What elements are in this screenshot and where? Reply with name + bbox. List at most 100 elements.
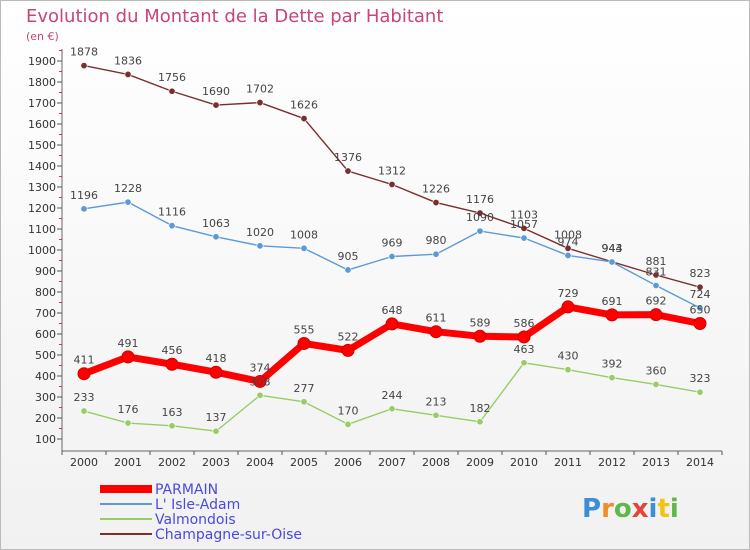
data-point (388, 180, 396, 188)
data-label: 137 (206, 411, 227, 424)
data-label: 611 (426, 312, 447, 325)
data-label: 1008 (554, 228, 582, 241)
data-point (693, 317, 707, 330)
data-label: 692 (646, 295, 667, 308)
data-label: 1176 (466, 193, 494, 206)
y-tick-label: 1500 (28, 139, 56, 152)
data-label: 724 (690, 288, 711, 301)
legend-label: Valmondois (155, 512, 236, 528)
data-point (212, 427, 220, 435)
y-tick-label: 700 (35, 307, 56, 320)
data-label: 392 (602, 358, 623, 371)
data-label: 1878 (70, 46, 98, 59)
data-point (80, 62, 88, 70)
proxiti-logo: Proxiti (582, 494, 679, 524)
data-label: 1090 (466, 211, 494, 224)
data-label: 456 (162, 344, 183, 357)
data-label: 831 (646, 265, 667, 278)
data-point (165, 357, 179, 371)
data-labels: 1878 1836 1756 1690 1702 1626 1376 1312 1226 1176… (70, 46, 711, 425)
data-label: 969 (382, 237, 403, 250)
data-label: 944 (602, 242, 623, 255)
data-label: 277 (294, 382, 315, 395)
data-label: 170 (338, 404, 359, 417)
data-label: 1008 (290, 228, 318, 241)
data-label: 374 (250, 361, 271, 374)
y-tick-label: 1000 (28, 244, 56, 257)
data-label: 522 (338, 330, 359, 343)
data-point (300, 244, 308, 252)
data-label: 491 (118, 337, 139, 350)
data-point (432, 411, 440, 419)
data-label: 233 (74, 391, 95, 404)
data-point (432, 250, 440, 258)
y-tick-label: 1400 (28, 160, 56, 173)
data-label: 418 (206, 352, 227, 365)
data-label: 648 (382, 304, 403, 317)
data-point (256, 391, 264, 399)
series-lines (77, 62, 707, 435)
data-label: 650 (690, 304, 711, 317)
data-point (388, 405, 396, 413)
data-point (209, 365, 223, 379)
y-tick-label: 100 (35, 433, 56, 446)
data-label: 1057 (510, 218, 538, 231)
y-tick-label: 1700 (28, 97, 56, 110)
data-point (168, 222, 176, 230)
data-label: 823 (690, 267, 711, 280)
data-label: 1103 (510, 208, 538, 221)
data-point (80, 407, 88, 415)
y-tick-label: 500 (35, 349, 56, 362)
data-label: 411 (74, 354, 95, 367)
data-label: 308 (250, 375, 271, 388)
y-tick-label: 1200 (28, 202, 56, 215)
data-label: 1626 (290, 99, 318, 112)
data-point (605, 308, 619, 322)
data-point (124, 70, 132, 78)
data-point (432, 199, 440, 207)
legend-label: Champagne-sur-Oise (155, 527, 302, 543)
x-tick-label: 2007 (378, 456, 406, 469)
data-point (341, 343, 355, 357)
data-label: 323 (690, 372, 711, 385)
data-point (124, 419, 132, 427)
y-tick-label: 1900 (28, 55, 56, 68)
data-label: 430 (558, 350, 579, 363)
data-point (168, 422, 176, 430)
data-point (300, 115, 308, 123)
axes: 100 200 300 400 500 600 700 800 900 1000 1100 1200 1… (28, 49, 723, 469)
x-tick-label: 2013 (642, 456, 670, 469)
y-tick-label: 1800 (28, 76, 56, 89)
data-point (297, 336, 311, 350)
data-point (608, 258, 616, 266)
y-tick-label: 1600 (28, 118, 56, 131)
legend-label: PARMAIN (155, 482, 218, 498)
y-tick-label: 300 (35, 391, 56, 404)
data-label: 905 (338, 250, 359, 263)
data-label: 244 (382, 389, 403, 402)
data-point (300, 398, 308, 406)
data-label: 980 (426, 234, 447, 247)
data-point (121, 350, 135, 364)
data-point (520, 359, 528, 367)
x-tick-label: 2004 (246, 456, 274, 469)
data-point (344, 420, 352, 428)
data-label: 1226 (422, 183, 450, 196)
data-label: 1020 (246, 226, 274, 239)
data-label: 586 (514, 317, 535, 330)
data-point (388, 253, 396, 261)
data-point (429, 325, 443, 339)
data-point (564, 251, 572, 259)
data-label: 163 (162, 406, 183, 419)
legend-label: L' Isle-Adam (155, 497, 240, 513)
x-tick-label: 2014 (686, 456, 714, 469)
data-label: 1376 (334, 151, 362, 164)
data-point (520, 224, 528, 232)
data-point (696, 304, 704, 312)
x-tick-label: 2006 (334, 456, 362, 469)
data-label: 213 (426, 395, 447, 408)
data-point (517, 330, 531, 344)
data-point (608, 374, 616, 382)
data-point (476, 418, 484, 426)
